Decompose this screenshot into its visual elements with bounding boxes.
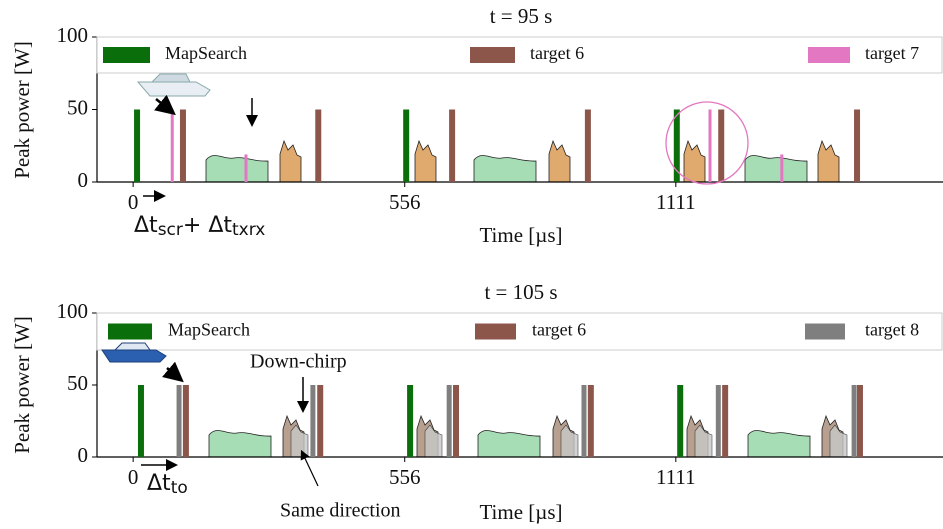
annotation: Δtscr+ Δttxrx bbox=[134, 213, 265, 240]
bar bbox=[317, 385, 324, 457]
bar bbox=[176, 385, 182, 457]
x-tick-label: 556 bbox=[389, 190, 421, 214]
echo-shape bbox=[205, 155, 269, 183]
bar bbox=[137, 385, 144, 457]
echo-shape bbox=[829, 424, 848, 458]
bar bbox=[673, 109, 680, 182]
y-axis-label: Peak power [W] bbox=[10, 316, 34, 454]
legend-box bbox=[96, 312, 943, 351]
echo-shape bbox=[683, 139, 706, 183]
arrow bbox=[162, 361, 184, 383]
bar bbox=[851, 385, 857, 457]
echo-shape bbox=[548, 139, 571, 183]
echo-shape bbox=[473, 155, 537, 183]
arrow bbox=[154, 94, 176, 116]
legend-swatch bbox=[108, 323, 152, 340]
legend-swatch bbox=[805, 323, 845, 340]
panel: 0 50 100 0 556 1111 MapSearch target 6 target 7 t… bbox=[10, 4, 943, 247]
legend-swatch bbox=[808, 47, 850, 63]
y-tick-label: 50 bbox=[67, 371, 88, 395]
bar bbox=[677, 385, 684, 457]
echo-shape bbox=[747, 430, 811, 458]
bar bbox=[854, 109, 861, 182]
bar bbox=[581, 385, 587, 457]
x-axis-label: Time [µs] bbox=[479, 223, 562, 247]
annotation: Down-chirp bbox=[250, 351, 347, 373]
bar bbox=[244, 154, 248, 182]
x-tick-label: 556 bbox=[389, 465, 421, 489]
legend-label: target 6 bbox=[532, 320, 586, 340]
legend-label: target 8 bbox=[865, 320, 919, 340]
echo-shape bbox=[817, 139, 840, 183]
bar bbox=[856, 385, 863, 457]
annotation-part: Δt bbox=[147, 471, 171, 496]
legend-label: MapSearch bbox=[165, 43, 247, 63]
x-tick-label: 0 bbox=[128, 190, 139, 214]
y-tick-label: 0 bbox=[78, 168, 89, 192]
x-axis-label: Time [µs] bbox=[479, 500, 562, 524]
echo-shape bbox=[744, 155, 808, 183]
bar bbox=[403, 109, 410, 182]
bar bbox=[718, 109, 725, 182]
echo-shape bbox=[477, 430, 541, 458]
highlight-circle bbox=[665, 101, 749, 185]
echo-shape bbox=[694, 424, 713, 458]
echo-shape bbox=[208, 430, 272, 458]
legend-label: target 7 bbox=[865, 43, 919, 63]
bar bbox=[584, 109, 591, 182]
legend-label: target 6 bbox=[530, 43, 584, 63]
legend-box bbox=[96, 36, 943, 74]
bar bbox=[179, 109, 186, 182]
echo-shape bbox=[290, 424, 309, 458]
bar bbox=[170, 109, 174, 182]
y-axis-label: Peak power [W] bbox=[10, 41, 34, 179]
bar bbox=[310, 385, 316, 457]
bar bbox=[407, 385, 414, 457]
annotation-part: txrx bbox=[232, 220, 265, 240]
bar bbox=[587, 385, 594, 457]
decorations bbox=[101, 73, 749, 487]
x-tick-label: 1111 bbox=[656, 465, 696, 489]
ship-icon bbox=[136, 73, 211, 97]
bar bbox=[182, 385, 189, 457]
bar bbox=[780, 154, 784, 182]
x-tick-label: 1111 bbox=[656, 190, 696, 214]
y-tick-label: 100 bbox=[57, 23, 89, 47]
arrow bbox=[300, 449, 319, 487]
bar bbox=[449, 109, 456, 182]
chart-title: t = 105 s bbox=[484, 280, 557, 304]
x-tick-label: 0 bbox=[128, 465, 139, 489]
bar bbox=[446, 385, 452, 457]
annotation: Same direction bbox=[280, 500, 401, 522]
bar bbox=[715, 385, 721, 457]
legend-swatch bbox=[470, 47, 515, 63]
y-tick-label: 50 bbox=[67, 95, 88, 119]
chart-title: t = 95 s bbox=[490, 4, 553, 28]
annotation-part: Δt bbox=[134, 213, 158, 238]
annotation-part: scr bbox=[158, 220, 183, 240]
annotation: Δtto bbox=[147, 471, 188, 498]
legend-swatch bbox=[475, 323, 516, 340]
y-tick-label: 0 bbox=[78, 443, 89, 467]
bar bbox=[134, 109, 141, 182]
echo-shape bbox=[560, 424, 579, 458]
panel: 0 50 100 0 556 1111 MapSearch target 6 target 8 t… bbox=[10, 280, 943, 524]
legend-label: MapSearch bbox=[168, 320, 250, 340]
ship-icon bbox=[101, 342, 167, 363]
annotation-part: + Δt bbox=[183, 213, 232, 238]
echo-shape bbox=[279, 139, 302, 183]
bar bbox=[722, 385, 729, 457]
annotation-part: to bbox=[171, 478, 188, 498]
bar bbox=[708, 109, 712, 182]
bar bbox=[453, 385, 460, 457]
y-tick-label: 100 bbox=[57, 299, 89, 323]
echo-shape bbox=[424, 424, 443, 458]
bar bbox=[315, 109, 322, 182]
echo-shape bbox=[414, 139, 437, 183]
legend-swatch bbox=[103, 47, 150, 63]
